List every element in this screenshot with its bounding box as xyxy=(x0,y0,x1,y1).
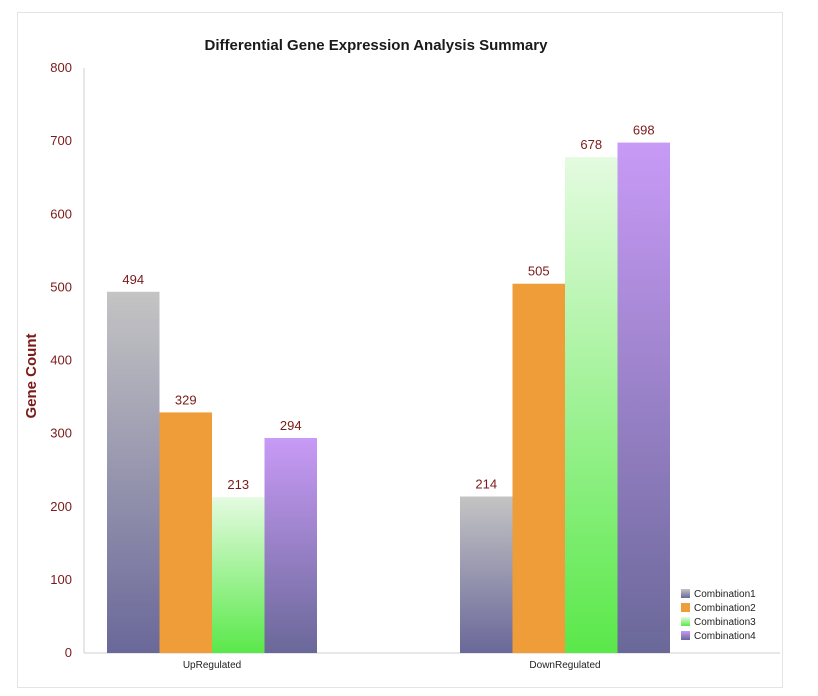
chart-frame: Differential Gene Expression Analysis Su… xyxy=(17,12,783,688)
data-label: 329 xyxy=(175,392,197,407)
y-tick-label: 200 xyxy=(50,499,72,514)
x-tick-label: UpRegulated xyxy=(183,660,241,671)
data-label: 214 xyxy=(475,477,497,492)
legend-label: Combination3 xyxy=(694,617,756,628)
y-axis-label: Gene Count xyxy=(23,333,40,418)
data-label: 294 xyxy=(280,418,302,433)
legend-swatch xyxy=(681,603,690,612)
y-tick-label: 0 xyxy=(65,645,72,660)
data-label: 678 xyxy=(580,137,602,152)
bar-combination2-downregulated xyxy=(512,283,565,653)
legend-swatch xyxy=(681,617,690,626)
y-tick-label: 600 xyxy=(50,206,72,221)
legend-swatch xyxy=(681,631,690,640)
bar-combination4-upregulated xyxy=(264,438,317,653)
y-tick-label: 800 xyxy=(50,60,72,75)
legend-label: Combination2 xyxy=(694,603,756,614)
legend-label: Combination1 xyxy=(694,589,756,600)
bar-combination3-upregulated xyxy=(212,497,265,653)
data-label: 698 xyxy=(633,123,655,138)
legend: Combination1 Combination2 Combination3 Comb… xyxy=(681,589,756,642)
bar-combination1-downregulated xyxy=(460,496,513,653)
data-label: 505 xyxy=(528,264,550,279)
y-axis-ticks: 0 100 200 300 400 500 600 700 800 xyxy=(50,60,72,660)
bar-combination2-upregulated xyxy=(159,412,212,653)
y-tick-label: 700 xyxy=(50,133,72,148)
y-tick-label: 500 xyxy=(50,279,72,294)
bar-combination4-downregulated xyxy=(617,142,670,653)
y-tick-label: 400 xyxy=(50,353,72,368)
data-label: 494 xyxy=(122,272,144,287)
x-tick-label: DownRegulated xyxy=(529,660,600,671)
y-tick-label: 100 xyxy=(50,572,72,587)
bar-combination1-upregulated xyxy=(107,291,160,653)
y-tick-label: 300 xyxy=(50,426,72,441)
data-label: 213 xyxy=(227,477,249,492)
x-axis-ticks: UpRegulated DownRegulated xyxy=(183,660,601,671)
legend-swatch xyxy=(681,589,690,598)
bar-combination3-downregulated xyxy=(565,157,618,653)
legend-label: Combination4 xyxy=(694,631,756,642)
bars-group: 494 329 213 294 214 505 678 698 xyxy=(107,123,670,653)
chart-title: Differential Gene Expression Analysis Su… xyxy=(205,37,549,54)
chart-canvas: Differential Gene Expression Analysis Su… xyxy=(23,37,780,671)
